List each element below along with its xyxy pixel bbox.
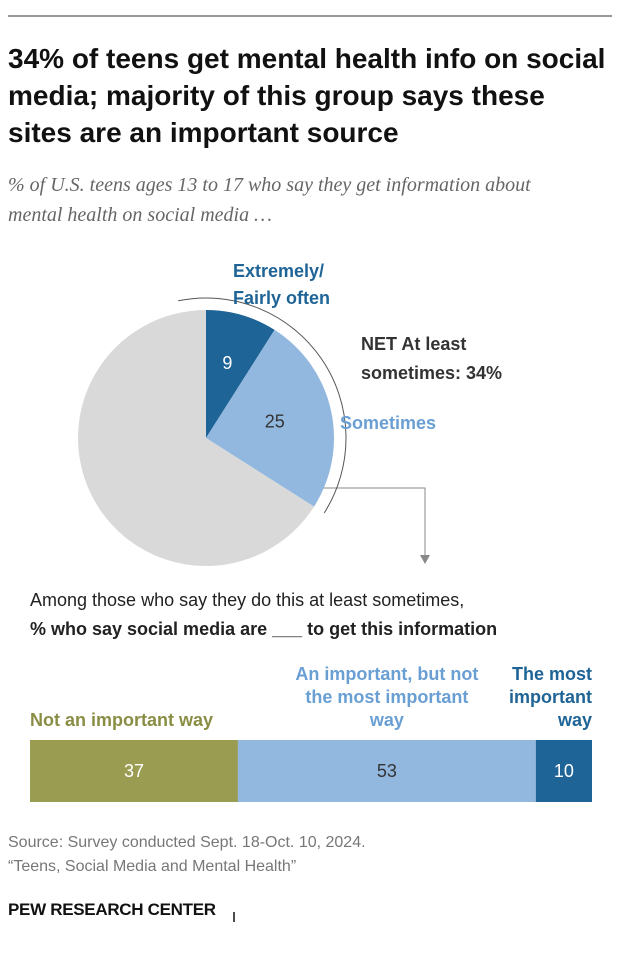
bar-subtitle: Among those who say they do this at leas…: [30, 590, 465, 610]
legend-label: Not an important way: [30, 710, 214, 730]
pie-category: Sometimes: [340, 413, 437, 433]
pie-category: Extremely/ Fairly often: [233, 261, 331, 308]
arrowhead: [420, 555, 430, 564]
pie-slice: [206, 310, 275, 438]
value-label: 10: [554, 761, 574, 781]
subtitle: % of U.S. teens ages 13 to 17 who say th…: [8, 174, 531, 226]
bar-segment: [30, 740, 238, 802]
legend-label: The most important way: [509, 664, 592, 730]
title: 34% of teens get mental health info on s…: [8, 43, 606, 148]
source: Source: Survey conducted Sept. 18-Oct. 1…: [8, 834, 366, 851]
connector: [322, 487, 426, 556]
bar-segment: [237, 740, 536, 802]
legend-label: An important, but not the most important…: [295, 664, 479, 730]
value-label: 25: [265, 411, 285, 431]
pie-slice: [206, 329, 334, 507]
bar-segment: [535, 740, 592, 802]
report: “Teens, Social Media and Mental Health”: [8, 858, 297, 875]
annotation: NET At least sometimes: 34%: [361, 334, 503, 383]
value-label: 53: [377, 761, 397, 781]
value-label: 9: [222, 353, 232, 373]
bar-subtitle-bold: % who say social media are ___ to get th…: [30, 619, 498, 639]
net-bracket: [178, 297, 347, 514]
value-label: 37: [124, 761, 144, 781]
logo: PEW RESEARCH CENTER: [8, 900, 216, 919]
pie-slice: [77, 310, 315, 566]
